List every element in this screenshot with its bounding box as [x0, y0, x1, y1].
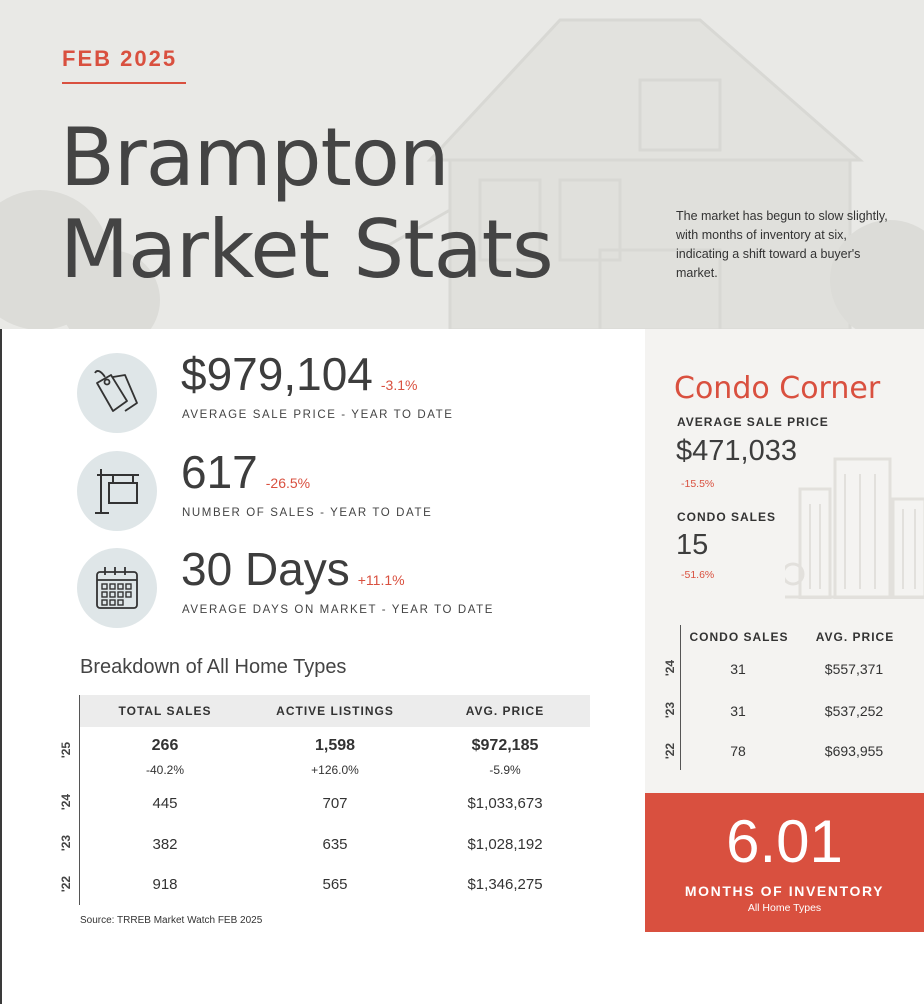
condo-price-cell: $557,371 [824, 661, 884, 677]
table-cell: $1,028,192 [467, 836, 543, 853]
stat-icon-circle [77, 548, 157, 628]
house-background-image [0, 0, 924, 329]
table-cell: $1,033,673 [467, 795, 543, 812]
table-cell: 382 [152, 836, 178, 853]
title-line-2: Market Stats [60, 203, 554, 296]
row-year: '24 [663, 659, 677, 677]
condo-sales-cell: 78 [730, 743, 746, 759]
row-year: '25 [59, 741, 73, 759]
stat-label: AVERAGE SALE PRICE - YEAR TO DATE [182, 409, 454, 421]
condo-avg-change: -15.5% [681, 478, 715, 490]
condo-title: Condo Corner [674, 371, 881, 406]
stat-value: $979,104 [181, 348, 373, 400]
row-year: '22 [59, 875, 73, 893]
stat-change: -26.5% [265, 475, 311, 491]
title-line-1: Brampton [60, 111, 450, 204]
condo-price-cell: $537,252 [824, 703, 884, 719]
stat-icon-circle [77, 353, 157, 433]
condo-avg-label: AVERAGE SALE PRICE [677, 415, 829, 429]
row-year: '23 [59, 834, 73, 852]
left-border [0, 329, 2, 1004]
stat-label: NUMBER OF SALES - YEAR TO DATE [182, 507, 433, 519]
table-cell: $1,346,275 [467, 876, 543, 893]
month-underline [62, 82, 186, 84]
condo-sales-cell: 31 [730, 661, 746, 677]
stat-label: AVERAGE DAYS ON MARKET - YEAR TO DATE [182, 604, 495, 616]
intro-text: The market has begun to slow slightly, w… [676, 209, 888, 280]
hero-banner: FEB 2025 Brampton Market Stats The marke… [0, 0, 924, 329]
condo-sales-label: CONDO SALES [677, 510, 777, 524]
table-cell: 266 [151, 737, 179, 754]
condo-sales-change: -51.6% [681, 569, 715, 581]
table-cell: 918 [152, 876, 178, 893]
column-header: AVG. PRICE [465, 704, 545, 718]
condo-column-header: CONDO SALES [689, 630, 789, 644]
calendar-icon [96, 567, 138, 609]
condo-sales-value: 15 [676, 529, 709, 561]
table-cell: 707 [322, 795, 348, 812]
table-cell: 1,598 [314, 737, 356, 754]
table-cell-change: +126.0% [311, 763, 359, 777]
column-header: TOTAL SALES [118, 704, 212, 718]
stat-value: 617 [181, 446, 258, 498]
condo-price-cell: $693,955 [824, 743, 884, 759]
report-month: FEB 2025 [62, 46, 178, 71]
table-cell: 445 [152, 795, 178, 812]
breakdown-title: Breakdown of All Home Types [80, 656, 347, 678]
table-cell-change: -5.9% [489, 763, 521, 777]
row-year: '24 [59, 793, 73, 811]
column-header: ACTIVE LISTINGS [276, 704, 394, 718]
inventory-sub: All Home Types [747, 902, 822, 914]
stat-value: 30 Days [181, 543, 350, 595]
price-tag-icon [94, 370, 138, 412]
stat-change: +11.1% [357, 572, 405, 588]
buildings-illustration [785, 457, 924, 599]
condo-avg-value: $471,033 [676, 435, 797, 467]
inventory-label: MONTHS OF INVENTORY [684, 883, 885, 899]
table-cell: 635 [322, 836, 348, 853]
condo-corner-panel: Condo Corner AVERAGE SALE PRICE $471,033… [645, 329, 924, 793]
breakdown-header: TOTAL SALES ACTIVE LISTINGS AVG. PRICE [80, 695, 590, 727]
for-sale-sign-icon [95, 469, 139, 514]
table-cell: $972,185 [471, 737, 539, 754]
months-of-inventory-box: 6.01 MONTHS OF INVENTORY All Home Types [645, 793, 924, 932]
stat-icon-circle [77, 451, 157, 531]
row-year: '23 [663, 701, 677, 719]
page-title: Brampton Market Stats [60, 111, 554, 296]
table-cell: 565 [322, 876, 348, 893]
row-year: '22 [663, 742, 677, 760]
condo-sales-cell: 31 [730, 703, 746, 719]
condo-table-divider [680, 625, 681, 770]
stat-change: -3.1% [380, 377, 418, 393]
table-divider [79, 695, 80, 905]
condo-column-header: AVG. PRICE [815, 630, 895, 644]
table-cell-change: -40.2% [145, 763, 185, 777]
inventory-value: 6.01 [726, 808, 843, 875]
source-note: Source: TRREB Market Watch FEB 2025 [80, 915, 263, 926]
